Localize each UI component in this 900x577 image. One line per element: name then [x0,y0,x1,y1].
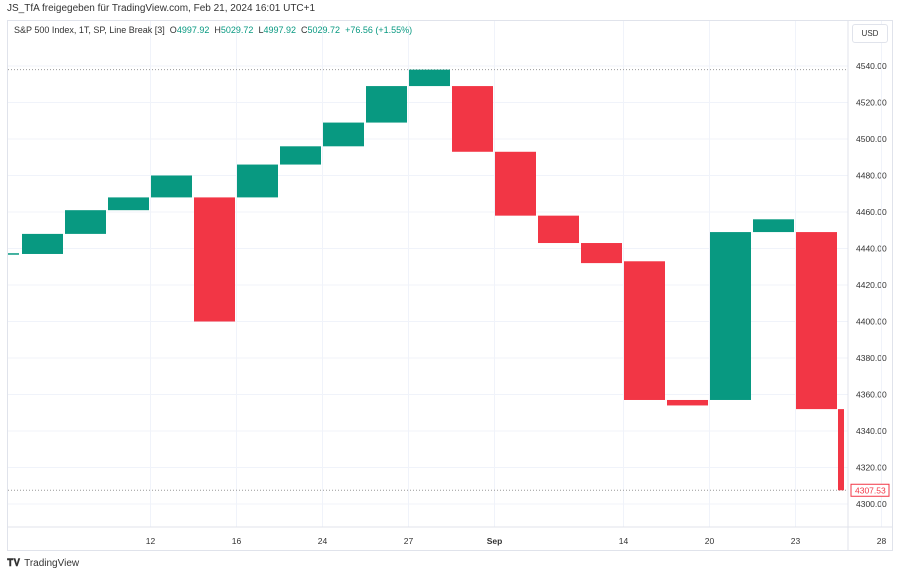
change-value: +76.56 (+1.55%) [345,25,413,35]
down-brick [581,243,622,264]
up-brick [710,232,751,400]
x-tick-label: Sep [487,536,503,546]
open-value: 4997.92 [176,25,210,35]
up-brick [65,210,106,234]
x-tick-label: 14 [619,536,629,546]
y-tick-label: 4320.00 [856,463,887,473]
up-brick [108,197,149,211]
up-brick [280,146,321,165]
x-tick-label: 27 [404,536,414,546]
down-brick [538,215,579,244]
close-value: 5029.72 [307,25,341,35]
x-tick-label: 16 [232,536,242,546]
x-tick-label: 20 [705,536,715,546]
currency-button[interactable]: USD [852,24,888,43]
y-tick-label: 4480.00 [856,171,887,181]
x-tick-label: 23 [791,536,801,546]
y-tick-label: 4540.00 [856,61,887,71]
last-price-label: 4307.53 [855,485,886,495]
y-tick-label: 4520.00 [856,98,887,108]
close-label: C [301,25,308,35]
y-tick-label: 4440.00 [856,244,887,254]
y-tick-label: 4300.00 [856,499,887,509]
up-brick [753,219,794,233]
chart-frame [7,20,893,551]
y-tick-label: 4380.00 [856,353,887,363]
tradingview-logo[interactable]: 𝐓𝐕 TradingView [7,558,79,569]
x-tick-label: 24 [318,536,328,546]
down-brick [194,197,235,322]
y-tick-label: 4460.00 [856,207,887,217]
chart-title: JS_TfA freigegeben für TradingView.com, … [7,3,316,14]
down-brick [495,151,536,216]
up-brick [151,175,192,198]
up-brick [237,164,278,198]
up-brick [366,86,407,123]
high-value: 5029.72 [220,25,254,35]
up-brick [409,69,450,87]
x-tick-label: 12 [146,536,156,546]
low-label: L [258,25,264,35]
y-tick-label: 4400.00 [856,317,887,327]
down-brick [838,409,844,491]
y-tick-label: 4420.00 [856,280,887,290]
legend-symbol: S&P 500 Index, 1T, SP, Line Break [3] [14,25,165,35]
up-brick [323,122,364,147]
down-brick [667,399,708,406]
down-brick [624,261,665,400]
y-tick-label: 4340.00 [856,426,887,436]
last-price-badge [850,483,890,497]
up-brick [22,233,63,254]
brand-label: TradingView [24,558,80,569]
high-label: H [214,25,221,35]
open-label: O [169,25,177,35]
down-brick [796,232,837,410]
low-value: 4997.92 [263,25,296,35]
y-tick-label: 4360.00 [856,390,887,400]
legend: S&P 500 Index, 1T, SP, Line Break [3] O4… [14,25,412,35]
tv-logo-icon: 𝐓𝐕 [7,558,21,569]
down-brick [452,86,493,152]
x-tick-label: 28 [877,536,887,546]
y-tick-label: 4500.00 [856,134,887,144]
